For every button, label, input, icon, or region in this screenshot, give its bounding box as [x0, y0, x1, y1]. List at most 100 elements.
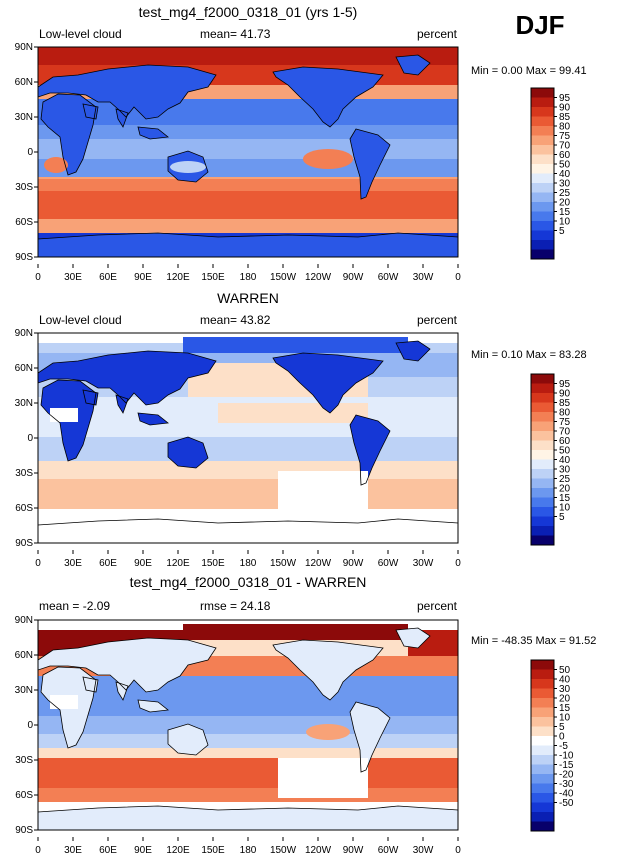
colorbar-swatch: [531, 230, 554, 241]
panel-1-mean: mean= 41.73: [200, 27, 271, 41]
colorbar-swatch: [531, 431, 554, 441]
colorbar-swatch: [531, 526, 554, 536]
colorbar-swatch: [531, 821, 554, 832]
panel-2-map: [37, 332, 459, 544]
colorbar-swatch: [531, 507, 554, 517]
colorbar-label: 60: [559, 150, 571, 161]
lon-tick-label: 150E: [201, 272, 225, 283]
panel-1-min-max: Min = 0.00 Max = 99.41: [471, 65, 587, 77]
lat-tick-label: 60S: [15, 790, 33, 801]
colorbar-swatch: [531, 183, 554, 193]
colorbar-label: 40: [559, 675, 571, 686]
colorbar-label: 80: [559, 122, 571, 133]
lat-tick-label: 30N: [15, 112, 33, 123]
panel-3-map: [37, 619, 459, 831]
lon-tick-label: 0: [35, 272, 41, 283]
panel-3-lon-ticks: 0 30E 60E 90E 120E 150E 180 150W 120W 90W 60W 30W 0: [35, 837, 461, 856]
colorbar-label: 50: [559, 665, 571, 676]
colorbar-label: 30: [559, 684, 571, 695]
colorbar-label: -15: [559, 760, 574, 771]
lat-tick-label: 0: [27, 433, 33, 444]
lon-tick-label: 120W: [305, 845, 332, 856]
colorbar-swatch: [531, 783, 554, 794]
colorbar-swatch: [531, 383, 554, 394]
colorbar-label: 85: [559, 112, 571, 123]
colorbar-swatch: [531, 440, 554, 451]
panel-1-map: [37, 46, 459, 258]
lon-tick-label: 150E: [201, 558, 225, 569]
panel-2-lat-ticks: 90N 60N 30N 0 30S 60S 90S: [15, 328, 38, 549]
lon-tick-label: 120E: [166, 272, 190, 283]
colorbar-swatch: [531, 459, 554, 470]
lon-tick-label: 30W: [413, 272, 434, 283]
colorbar-label: 5: [559, 722, 565, 733]
colorbar-swatch: [531, 688, 554, 699]
lat-tick-label: 30S: [15, 755, 33, 766]
colorbar-swatch: [531, 173, 554, 184]
colorbar-label: 90: [559, 103, 571, 114]
lon-tick-label: 90W: [343, 845, 364, 856]
colorbar-label: 70: [559, 141, 571, 152]
lon-tick-label: 90E: [134, 272, 152, 283]
panel-3-min-max: Min = -48.35 Max = 91.52: [471, 635, 596, 647]
lon-tick-label: 90E: [134, 558, 152, 569]
lat-tick-label: 90N: [15, 615, 33, 626]
panel-2-min-max: Min = 0.10 Max = 83.28: [471, 349, 587, 361]
colorbar-swatch: [531, 679, 554, 689]
lat-tick-label: 30N: [15, 398, 33, 409]
colorbar-swatch: [531, 802, 554, 813]
colorbar-label: 20: [559, 198, 571, 209]
lon-tick-label: 60W: [378, 558, 399, 569]
lat-tick-label: 90S: [15, 252, 33, 263]
colorbar-label: 15: [559, 493, 571, 504]
colorbar-label: 95: [559, 379, 571, 390]
panel-3-rmse: rmse = 24.18: [200, 599, 271, 613]
colorbar-swatch: [531, 669, 554, 680]
colorbar-label: 75: [559, 131, 571, 142]
lon-tick-label: 30W: [413, 845, 434, 856]
colorbar-label: 10: [559, 713, 571, 724]
colorbar-swatch: [531, 660, 554, 670]
colorbar-label: 20: [559, 484, 571, 495]
colorbar-swatch: [531, 221, 554, 231]
colorbar-label: 70: [559, 427, 571, 438]
colorbar-swatch: [531, 164, 554, 174]
lon-tick-label: 30E: [64, 272, 82, 283]
colorbar-swatch: [531, 135, 554, 146]
lat-tick-label: 60N: [15, 77, 33, 88]
lon-tick-label: 180: [240, 272, 257, 283]
panel-3-units: percent: [417, 599, 458, 613]
colorbar-label: 0: [559, 732, 565, 743]
panel-3-title: test_mg4_f2000_0318_01 - WARREN: [130, 574, 367, 590]
colorbar-label: 60: [559, 436, 571, 447]
lon-tick-label: 150W: [270, 272, 297, 283]
lon-tick-label: 150E: [201, 845, 225, 856]
lon-tick-label: 120E: [166, 558, 190, 569]
lon-tick-label: 30E: [64, 558, 82, 569]
lon-tick-label: 90W: [343, 558, 364, 569]
colorbar-label: 5: [559, 226, 565, 237]
colorbar-swatch: [531, 717, 554, 727]
colorbar-swatch: [531, 707, 554, 718]
colorbar-swatch: [531, 755, 554, 765]
colorbar-swatch: [531, 240, 554, 250]
lon-tick-label: 60W: [378, 845, 399, 856]
colorbar-label: -5: [559, 741, 568, 752]
panel-1-variable: Low-level cloud: [39, 27, 122, 41]
lat-tick-label: 90N: [15, 328, 33, 339]
panel-3-lat-ticks: 90N 60N 30N 0 30S 60S 90S: [15, 615, 38, 836]
colorbar-swatch: [531, 497, 554, 508]
lon-tick-label: 120W: [305, 558, 332, 569]
lon-tick-label: 150W: [270, 558, 297, 569]
colorbar-label: 20: [559, 694, 571, 705]
colorbar-swatch: [531, 450, 554, 460]
colorbar-label: 5: [559, 512, 565, 523]
colorbar-swatch: [531, 412, 554, 422]
panel-1-units: percent: [417, 27, 458, 41]
colorbar-swatch: [531, 374, 554, 384]
lon-tick-label: 180: [240, 845, 257, 856]
lat-tick-label: 90S: [15, 825, 33, 836]
colorbar-swatch: [531, 126, 554, 136]
